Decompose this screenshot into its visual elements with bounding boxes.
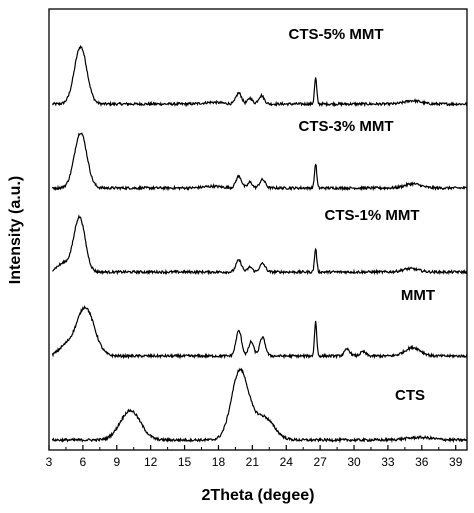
x-tick-label: 6 <box>80 455 87 469</box>
x-tick-label: 9 <box>113 455 120 469</box>
x-tick-label: 21 <box>246 455 260 469</box>
series-line-cts <box>51 367 468 444</box>
plot-frame <box>48 8 468 451</box>
x-tick-label: 27 <box>313 455 327 469</box>
x-tick-label: 33 <box>381 455 395 469</box>
x-tick-label: 12 <box>144 455 158 469</box>
x-tick-label: 18 <box>212 455 226 469</box>
series-label: CTS-1% MMT <box>325 207 420 224</box>
series-line-cts-3-mmt <box>51 132 468 192</box>
y-axis-title: Intensity (a.u.) <box>7 176 24 284</box>
x-tick-label: 24 <box>280 455 294 469</box>
x-tick-label: 39 <box>449 455 463 469</box>
series-label: CTS-3% MMT <box>299 118 394 135</box>
x-axis-ticks: 3 6 9 12 15 18 21 24 27 30 33 36 39 <box>46 445 463 469</box>
series-labels: CTS-5% MMT CTS-3% MMT CTS-1% MMT MMT CTS <box>289 26 436 404</box>
series-line-cts-1-mmt <box>52 214 468 276</box>
series-label: CTS-5% MMT <box>289 26 384 43</box>
x-tick-label: 36 <box>415 455 429 469</box>
series-line-cts-5-mmt <box>51 44 468 108</box>
x-tick-label: 3 <box>46 455 53 469</box>
series-label: CTS <box>395 387 425 404</box>
x-axis-title: 2Theta (degee) <box>202 487 315 504</box>
series-line-mmt <box>51 305 468 360</box>
x-tick-label: 15 <box>178 455 192 469</box>
series-layer <box>51 44 468 444</box>
x-tick-label: 30 <box>347 455 361 469</box>
series-label: MMT <box>401 287 435 304</box>
